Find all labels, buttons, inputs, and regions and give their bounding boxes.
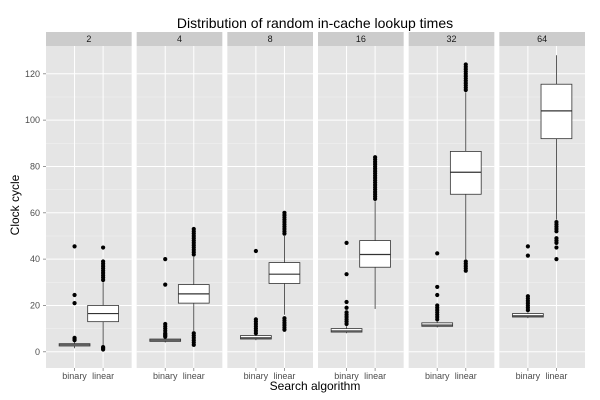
outlier-point [72,301,77,306]
box-linear [449,62,482,273]
x-tick-label: linear [92,371,114,381]
y-tick-label: 100 [25,115,40,125]
box-linear [87,245,119,352]
panel-background [318,46,404,368]
facet-strip [227,32,313,46]
box-linear [177,226,210,347]
outlier-point [435,292,440,298]
facet-panel: 64 binary linear [499,32,585,381]
y-tick-label: 20 [30,300,40,310]
facet-strip-label: 8 [268,34,273,44]
x-tick-label: linear [183,371,205,381]
outlier-point [373,155,378,160]
box-linear [268,210,301,332]
facet-panel: 2 binary linear [46,32,132,381]
x-tick-label: linear [364,371,386,381]
outlier-point [163,321,168,327]
box-iqr [268,262,301,284]
facet-panel: 8 binary linear [227,32,313,381]
outlier-point [282,210,287,215]
box-binary [512,244,544,319]
facet-strip-label: 64 [537,34,547,44]
panel-background [227,46,313,368]
facet-strip-label: 2 [86,34,91,44]
outlier-point [191,226,196,232]
box-binary [421,251,454,328]
box-binary [149,257,182,343]
outlier-point [101,259,106,264]
outlier-point [344,299,349,305]
y-tick-label: 80 [30,161,40,171]
outlier-point [554,245,559,250]
outlier-point [72,292,77,298]
outlier-point [344,272,349,277]
outlier-point [435,251,440,256]
outlier-point [344,305,349,310]
y-tick-label: 60 [30,208,40,218]
panel-background [408,46,495,368]
outlier-point [191,331,196,336]
facet-panel: 4 binary linear [136,32,223,381]
facet-strip [499,32,585,46]
box-linear [359,155,391,309]
outlier-point [435,303,440,308]
y-tick-label: 0 [35,347,40,357]
box-binary [330,240,363,334]
x-tick-label: linear [273,371,295,381]
facet-strip-label: 4 [177,34,182,44]
x-tick-label: binary [153,371,178,381]
x-tick-label: binary [62,371,87,381]
panel-background [136,46,223,368]
outlier-point [554,219,559,225]
facet-strip [408,32,495,46]
y-tick-label: 120 [25,69,40,79]
facet-strip-label: 16 [356,34,366,44]
facet-strip [46,32,132,46]
facet-panel: 32 binary linear [408,32,495,381]
x-tick-label: binary [516,371,541,381]
outlier-point [101,245,106,250]
outlier-point [525,253,530,258]
outlier-point [253,317,258,322]
facet-strip-label: 32 [446,34,456,44]
outlier-point [525,244,530,249]
outlier-point [72,335,77,340]
box-binary [240,248,272,341]
outlier-point [101,345,106,350]
outlier-point [525,294,530,299]
box-binary [58,244,91,349]
x-tick-label: binary [244,371,269,381]
chart-title: Distribution of random in-cache lookup t… [177,15,453,31]
outlier-point [253,248,258,254]
outlier-point [463,259,468,264]
x-tick-label: linear [455,371,477,381]
x-tick-label: binary [425,371,450,381]
outlier-point [554,257,559,262]
box-linear [540,55,573,262]
y-axis-label: Clock cycle [8,174,22,235]
x-tick-label: linear [545,371,567,381]
outlier-point [163,282,168,287]
x-axis-label: Search algorithm [270,379,361,393]
x-tick-label: binary [334,371,359,381]
outlier-point [344,310,349,315]
outlier-point [463,62,468,67]
facet-strip [136,32,223,46]
outlier-point [554,236,559,241]
facet-panel: 16 binary linear [318,32,404,381]
outlier-point [435,284,440,290]
outlier-point [282,316,287,321]
y-axis: 0 20 40 60 80 100 120 [25,69,46,357]
y-tick-label: 40 [30,254,40,264]
outlier-point [163,257,168,262]
outlier-point [72,244,77,249]
outlier-point [344,240,349,246]
facet-strip [318,32,404,46]
